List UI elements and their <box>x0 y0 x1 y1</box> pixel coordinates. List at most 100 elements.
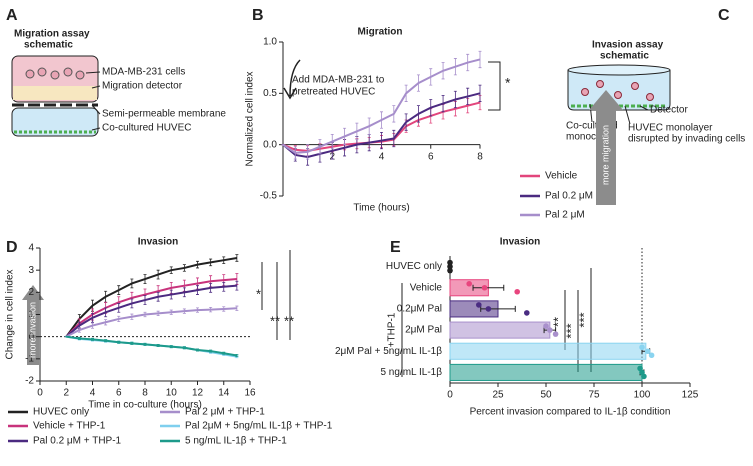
data-point <box>644 348 651 355</box>
annotation: Add MDA-MB-231 to <box>292 75 385 86</box>
category-label: 5 ng/mL IL-1β <box>380 367 442 378</box>
legend-label: Pal 2 μM <box>545 210 585 221</box>
x-tick-label: 16 <box>244 388 256 399</box>
data-point <box>641 373 647 380</box>
data-point <box>447 263 453 270</box>
data-point <box>447 259 453 266</box>
data-point <box>524 310 530 316</box>
x-tick-label: 8 <box>477 151 483 162</box>
panel-label: D <box>6 239 18 256</box>
legend-label: HUVEC only <box>33 407 89 418</box>
significance-bracket <box>488 61 501 111</box>
schematic-label: Migration detector <box>102 81 183 92</box>
data-point <box>547 327 553 333</box>
significance-bars <box>261 250 592 377</box>
schematic-title: schematic <box>24 40 73 51</box>
schematic-label: Co-cultured <box>566 121 618 132</box>
migration-schematic: Migration assay schematic MDA-MB-231 cel… <box>11 29 226 137</box>
direction-arrow <box>22 285 44 365</box>
panel-label: E <box>390 239 401 256</box>
lower-chamber <box>11 107 99 137</box>
x-tick-label: 25 <box>492 390 504 401</box>
y-tick-label: 4 <box>28 243 34 254</box>
legend-label: Pal 0.2 μM <box>545 191 593 202</box>
data-point <box>552 331 559 337</box>
chart-title: Invasion <box>500 237 541 248</box>
legend-label: Pal 0.2 μM + THP-1 <box>33 436 122 447</box>
schematic-label: disrupted by invading cells <box>628 134 745 145</box>
schematic-label: monocytes <box>566 132 614 143</box>
legend-label: Pal 2 μM + THP-1 <box>185 407 265 418</box>
x-tick-label: 6 <box>428 151 434 162</box>
schematic-label: Co-cultured HUVEC <box>102 123 191 134</box>
schematic-label: MDA-MB-231 cells <box>102 67 185 78</box>
direction-arrow <box>589 90 623 205</box>
data-point <box>648 352 655 359</box>
series-line <box>65 307 237 338</box>
y-tick-label: 1 <box>28 309 34 320</box>
annotation: +THP-1 <box>387 312 398 347</box>
y-tick-label: 3 <box>28 265 34 276</box>
schematic-label: Detector <box>650 105 688 116</box>
annotation: *** <box>563 323 578 338</box>
leaders <box>589 103 649 125</box>
schematic-title: schematic <box>600 51 649 62</box>
category-label: HUVEC only <box>386 261 442 272</box>
pointer-arrow <box>283 59 301 100</box>
bar <box>449 363 643 381</box>
x-tick-label: 4 <box>90 388 96 399</box>
schematic-label: HUVEC monolayer <box>628 123 713 134</box>
series-line <box>282 58 481 154</box>
data-point <box>466 280 473 287</box>
panel-label: A <box>6 7 18 24</box>
x-tick-label: 4 <box>379 151 385 162</box>
data-point <box>514 288 520 295</box>
x-tick-label: 0 <box>447 390 453 401</box>
data-point <box>481 284 488 291</box>
cells <box>25 67 85 80</box>
annotation: more migration <box>600 125 610 185</box>
x-tick-label: 0 <box>37 388 43 399</box>
invasion-schematic: Invasion assay schematic Co-cultured mon… <box>566 40 745 145</box>
y-axis-label: Change in cell index <box>5 269 16 359</box>
y-tick-label: 0.5 <box>263 88 277 99</box>
series-line <box>66 335 238 357</box>
detector <box>13 86 97 100</box>
panel-label: B <box>252 7 264 24</box>
y-tick-label: 0 <box>28 331 34 342</box>
x-tick-label: 10 <box>166 388 178 399</box>
x-axis-label: Time (hours) <box>353 203 409 214</box>
annotation: ** <box>550 317 565 327</box>
legend-label: Pal 2μM + 5ng/mL IL-1β + THP-1 <box>185 421 333 432</box>
category-label: 2μM Pal <box>405 325 442 336</box>
x-tick-label: 8 <box>142 388 148 399</box>
series-line <box>65 256 238 338</box>
y-tick-label: -2 <box>25 376 34 387</box>
schematic-title: Migration assay <box>14 29 90 40</box>
bar <box>449 321 551 339</box>
x-tick-label: 125 <box>682 390 699 401</box>
series-line <box>282 92 481 159</box>
data-point <box>639 344 645 351</box>
x-tick-label: 100 <box>634 390 651 401</box>
data-point <box>485 306 492 312</box>
y-tick-label: 0.0 <box>263 139 277 150</box>
legend-label: Vehicle <box>545 171 578 182</box>
annotation: * <box>256 286 261 301</box>
error-bar <box>472 284 505 291</box>
x-axis-label: Time in co-culture (hours) <box>88 400 202 411</box>
category-label: 2μM Pal + 5ng/mL IL-1β <box>335 346 442 357</box>
annotation: pretreated HUVEC <box>292 87 375 98</box>
annotation: * <box>505 75 511 91</box>
annotation: *** <box>576 312 591 327</box>
x-tick-label: 12 <box>192 388 204 399</box>
annotation: ** <box>270 313 280 328</box>
schematic-label: Semi-permeable membrane <box>102 109 226 120</box>
y-tick-label: -0.5 <box>260 191 278 202</box>
bar <box>449 342 647 360</box>
x-tick-label: 6 <box>116 388 122 399</box>
dish-rim <box>567 64 671 76</box>
y-axis-label: Normalized cell index <box>245 71 256 166</box>
category-label: 0.2μM Pal <box>397 304 442 315</box>
